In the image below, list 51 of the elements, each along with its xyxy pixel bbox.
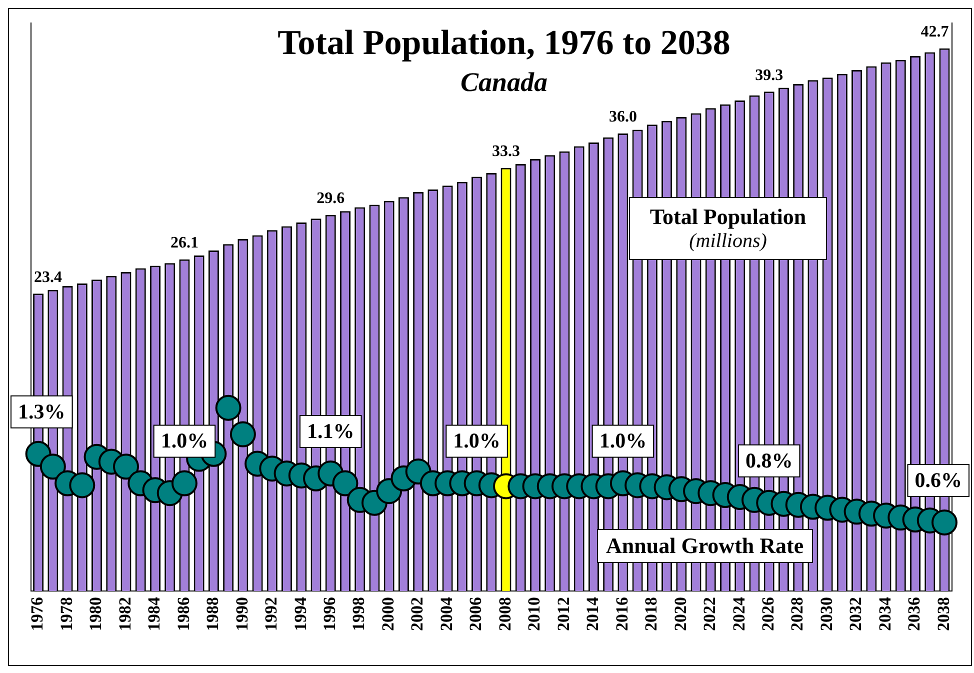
x-tick-label: 2022 [700, 597, 720, 631]
x-tick-label: 2000 [378, 597, 398, 631]
x-tick-label: 2028 [788, 597, 807, 631]
x-tick-label: 1998 [349, 597, 368, 631]
series-label: Annual Growth Rate [597, 529, 813, 563]
data-label: 1.0% [599, 428, 647, 453]
x-tick-label: 1992 [262, 597, 281, 631]
data-label: 42.7 [920, 24, 949, 41]
x-tick-label: 2038 [934, 597, 953, 631]
x-tick-label: 2012 [554, 597, 573, 631]
data-label: 26.1 [170, 234, 198, 252]
text: Canada [460, 67, 548, 97]
x-tick-label: 2032 [846, 597, 866, 631]
data-label: 23.4 [34, 268, 62, 286]
data-label: 1.0% [160, 428, 208, 453]
x-tick-label: 2034 [875, 596, 894, 631]
x-tick-label: 1994 [290, 596, 310, 631]
x-tick-label: 1988 [203, 597, 222, 631]
x-tick-label: 1984 [144, 596, 164, 631]
x-tick-label: 2016 [612, 597, 632, 631]
data-label: 29.6 [316, 190, 345, 208]
data-label: 0.8% [745, 448, 793, 472]
x-tick-label: 2020 [670, 597, 690, 631]
x-tick-label: 2036 [904, 597, 924, 631]
data-label: 1.0% [453, 428, 500, 453]
x-tick-label: 2010 [524, 597, 544, 631]
x-tick-label: 1982 [115, 597, 134, 631]
x-tick-label: 2002 [408, 597, 427, 631]
x-tick-label: 1976 [28, 597, 47, 631]
x-tick-label: 1990 [232, 597, 252, 631]
x-tick-label: 1980 [86, 597, 106, 631]
x-tick-label: 1986 [174, 597, 193, 631]
x-tick-label: 1996 [320, 597, 340, 631]
chart-title: Total Population, 1976 to 2038 [276, 23, 732, 63]
x-tick-label: 1978 [56, 597, 76, 631]
annotation: (millions) [688, 230, 768, 253]
data-label: 1.3% [18, 399, 66, 424]
x-tick-label: 2026 [758, 597, 778, 631]
x-tick-label: 2024 [729, 596, 748, 631]
data-label: 33.3 [492, 143, 520, 160]
data-label: 39.3 [755, 66, 784, 84]
data-label: 1.1% [307, 418, 354, 443]
x-tick-label: 2006 [466, 597, 486, 631]
x-tick-label: 2008 [495, 597, 514, 631]
series-label: Total Population [648, 204, 808, 230]
data-label: 0.6% [914, 468, 962, 492]
x-tick-label: 2004 [436, 596, 456, 631]
data-label: 36.0 [608, 108, 637, 126]
x-tick-label: 2030 [816, 597, 836, 631]
x-tick-label: 2014 [583, 596, 602, 631]
x-tick-label: 2018 [642, 597, 661, 631]
